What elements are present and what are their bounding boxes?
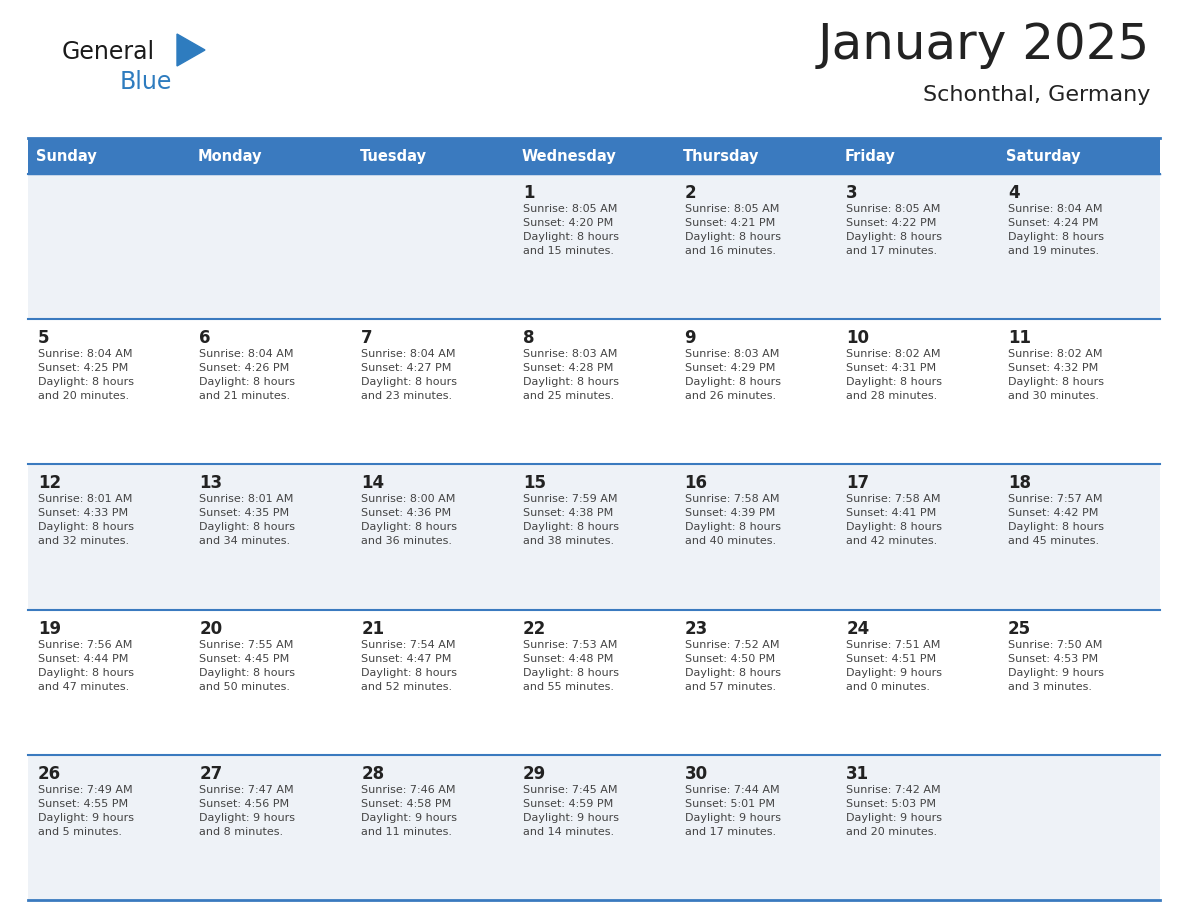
- Text: Sunrise: 8:01 AM
Sunset: 4:35 PM
Daylight: 8 hours
and 34 minutes.: Sunrise: 8:01 AM Sunset: 4:35 PM Dayligh…: [200, 495, 296, 546]
- Text: 12: 12: [38, 475, 61, 492]
- Bar: [29, 174, 1159, 319]
- Bar: [675, 138, 836, 174]
- Text: 16: 16: [684, 475, 708, 492]
- Text: Friday: Friday: [845, 149, 896, 163]
- Text: Sunrise: 7:58 AM
Sunset: 4:41 PM
Daylight: 8 hours
and 42 minutes.: Sunrise: 7:58 AM Sunset: 4:41 PM Dayligh…: [846, 495, 942, 546]
- Bar: [836, 138, 998, 174]
- Text: 30: 30: [684, 765, 708, 783]
- Text: Sunrise: 8:04 AM
Sunset: 4:26 PM
Daylight: 8 hours
and 21 minutes.: Sunrise: 8:04 AM Sunset: 4:26 PM Dayligh…: [200, 349, 296, 401]
- Bar: [998, 138, 1159, 174]
- Text: 1: 1: [523, 184, 535, 202]
- Text: January 2025: January 2025: [817, 21, 1150, 69]
- Text: Tuesday: Tuesday: [360, 149, 426, 163]
- Text: Sunrise: 8:05 AM
Sunset: 4:20 PM
Daylight: 8 hours
and 15 minutes.: Sunrise: 8:05 AM Sunset: 4:20 PM Dayligh…: [523, 204, 619, 256]
- Text: Sunrise: 7:57 AM
Sunset: 4:42 PM
Daylight: 8 hours
and 45 minutes.: Sunrise: 7:57 AM Sunset: 4:42 PM Dayligh…: [1007, 495, 1104, 546]
- Text: Monday: Monday: [197, 149, 263, 163]
- Text: Sunrise: 7:47 AM
Sunset: 4:56 PM
Daylight: 9 hours
and 8 minutes.: Sunrise: 7:47 AM Sunset: 4:56 PM Dayligh…: [200, 785, 296, 837]
- Text: General: General: [62, 40, 156, 64]
- Text: Sunrise: 7:46 AM
Sunset: 4:58 PM
Daylight: 9 hours
and 11 minutes.: Sunrise: 7:46 AM Sunset: 4:58 PM Dayligh…: [361, 785, 457, 837]
- Text: Sunrise: 7:44 AM
Sunset: 5:01 PM
Daylight: 9 hours
and 17 minutes.: Sunrise: 7:44 AM Sunset: 5:01 PM Dayligh…: [684, 785, 781, 837]
- Text: Sunrise: 8:02 AM
Sunset: 4:31 PM
Daylight: 8 hours
and 28 minutes.: Sunrise: 8:02 AM Sunset: 4:31 PM Dayligh…: [846, 349, 942, 401]
- Text: Sunrise: 8:04 AM
Sunset: 4:24 PM
Daylight: 8 hours
and 19 minutes.: Sunrise: 8:04 AM Sunset: 4:24 PM Dayligh…: [1007, 204, 1104, 256]
- Text: Sunrise: 8:04 AM
Sunset: 4:25 PM
Daylight: 8 hours
and 20 minutes.: Sunrise: 8:04 AM Sunset: 4:25 PM Dayligh…: [38, 349, 134, 401]
- Text: Sunrise: 7:59 AM
Sunset: 4:38 PM
Daylight: 8 hours
and 38 minutes.: Sunrise: 7:59 AM Sunset: 4:38 PM Dayligh…: [523, 495, 619, 546]
- Text: 22: 22: [523, 620, 546, 638]
- Text: Sunrise: 7:52 AM
Sunset: 4:50 PM
Daylight: 8 hours
and 57 minutes.: Sunrise: 7:52 AM Sunset: 4:50 PM Dayligh…: [684, 640, 781, 691]
- Polygon shape: [177, 34, 206, 66]
- Bar: [190, 138, 352, 174]
- Bar: [29, 465, 1159, 610]
- Text: 17: 17: [846, 475, 870, 492]
- Text: Schonthal, Germany: Schonthal, Germany: [923, 85, 1150, 105]
- Bar: [352, 138, 513, 174]
- Text: Thursday: Thursday: [683, 149, 759, 163]
- Text: 18: 18: [1007, 475, 1031, 492]
- Text: Sunrise: 8:05 AM
Sunset: 4:22 PM
Daylight: 8 hours
and 17 minutes.: Sunrise: 8:05 AM Sunset: 4:22 PM Dayligh…: [846, 204, 942, 256]
- Bar: [29, 755, 1159, 900]
- Bar: [29, 138, 190, 174]
- Text: Sunrise: 7:50 AM
Sunset: 4:53 PM
Daylight: 9 hours
and 3 minutes.: Sunrise: 7:50 AM Sunset: 4:53 PM Dayligh…: [1007, 640, 1104, 691]
- Bar: [29, 610, 1159, 755]
- Text: 21: 21: [361, 620, 384, 638]
- Text: 13: 13: [200, 475, 222, 492]
- Text: Sunrise: 7:45 AM
Sunset: 4:59 PM
Daylight: 9 hours
and 14 minutes.: Sunrise: 7:45 AM Sunset: 4:59 PM Dayligh…: [523, 785, 619, 837]
- Text: Sunrise: 7:53 AM
Sunset: 4:48 PM
Daylight: 8 hours
and 55 minutes.: Sunrise: 7:53 AM Sunset: 4:48 PM Dayligh…: [523, 640, 619, 691]
- Text: 15: 15: [523, 475, 545, 492]
- Text: Saturday: Saturday: [1006, 149, 1081, 163]
- Text: 11: 11: [1007, 330, 1031, 347]
- Text: Blue: Blue: [120, 70, 172, 94]
- Text: 19: 19: [38, 620, 61, 638]
- Text: Sunrise: 8:02 AM
Sunset: 4:32 PM
Daylight: 8 hours
and 30 minutes.: Sunrise: 8:02 AM Sunset: 4:32 PM Dayligh…: [1007, 349, 1104, 401]
- Text: Sunrise: 7:49 AM
Sunset: 4:55 PM
Daylight: 9 hours
and 5 minutes.: Sunrise: 7:49 AM Sunset: 4:55 PM Dayligh…: [38, 785, 134, 837]
- Text: Wednesday: Wednesday: [522, 149, 617, 163]
- Text: Sunrise: 7:56 AM
Sunset: 4:44 PM
Daylight: 8 hours
and 47 minutes.: Sunrise: 7:56 AM Sunset: 4:44 PM Dayligh…: [38, 640, 134, 691]
- Text: Sunrise: 7:58 AM
Sunset: 4:39 PM
Daylight: 8 hours
and 40 minutes.: Sunrise: 7:58 AM Sunset: 4:39 PM Dayligh…: [684, 495, 781, 546]
- Text: Sunrise: 7:51 AM
Sunset: 4:51 PM
Daylight: 9 hours
and 0 minutes.: Sunrise: 7:51 AM Sunset: 4:51 PM Dayligh…: [846, 640, 942, 691]
- Text: Sunrise: 7:54 AM
Sunset: 4:47 PM
Daylight: 8 hours
and 52 minutes.: Sunrise: 7:54 AM Sunset: 4:47 PM Dayligh…: [361, 640, 457, 691]
- Text: 26: 26: [38, 765, 61, 783]
- Bar: [29, 319, 1159, 465]
- Text: 20: 20: [200, 620, 222, 638]
- Text: Sunrise: 7:55 AM
Sunset: 4:45 PM
Daylight: 8 hours
and 50 minutes.: Sunrise: 7:55 AM Sunset: 4:45 PM Dayligh…: [200, 640, 296, 691]
- Text: Sunrise: 7:42 AM
Sunset: 5:03 PM
Daylight: 9 hours
and 20 minutes.: Sunrise: 7:42 AM Sunset: 5:03 PM Dayligh…: [846, 785, 942, 837]
- Text: 23: 23: [684, 620, 708, 638]
- Text: Sunrise: 8:05 AM
Sunset: 4:21 PM
Daylight: 8 hours
and 16 minutes.: Sunrise: 8:05 AM Sunset: 4:21 PM Dayligh…: [684, 204, 781, 256]
- Text: Sunrise: 8:00 AM
Sunset: 4:36 PM
Daylight: 8 hours
and 36 minutes.: Sunrise: 8:00 AM Sunset: 4:36 PM Dayligh…: [361, 495, 457, 546]
- Text: 3: 3: [846, 184, 858, 202]
- Text: 5: 5: [38, 330, 49, 347]
- Text: 8: 8: [523, 330, 535, 347]
- Text: 10: 10: [846, 330, 870, 347]
- Text: Sunrise: 8:03 AM
Sunset: 4:29 PM
Daylight: 8 hours
and 26 minutes.: Sunrise: 8:03 AM Sunset: 4:29 PM Dayligh…: [684, 349, 781, 401]
- Text: 24: 24: [846, 620, 870, 638]
- Text: 6: 6: [200, 330, 211, 347]
- Text: 7: 7: [361, 330, 373, 347]
- Text: 9: 9: [684, 330, 696, 347]
- Text: 31: 31: [846, 765, 870, 783]
- Text: 4: 4: [1007, 184, 1019, 202]
- Text: Sunday: Sunday: [36, 149, 97, 163]
- Text: Sunrise: 8:03 AM
Sunset: 4:28 PM
Daylight: 8 hours
and 25 minutes.: Sunrise: 8:03 AM Sunset: 4:28 PM Dayligh…: [523, 349, 619, 401]
- Text: Sunrise: 8:01 AM
Sunset: 4:33 PM
Daylight: 8 hours
and 32 minutes.: Sunrise: 8:01 AM Sunset: 4:33 PM Dayligh…: [38, 495, 134, 546]
- Text: 14: 14: [361, 475, 384, 492]
- Text: 29: 29: [523, 765, 546, 783]
- Text: 27: 27: [200, 765, 222, 783]
- Text: 2: 2: [684, 184, 696, 202]
- Text: Sunrise: 8:04 AM
Sunset: 4:27 PM
Daylight: 8 hours
and 23 minutes.: Sunrise: 8:04 AM Sunset: 4:27 PM Dayligh…: [361, 349, 457, 401]
- Text: 25: 25: [1007, 620, 1031, 638]
- Bar: [513, 138, 675, 174]
- Text: 28: 28: [361, 765, 384, 783]
